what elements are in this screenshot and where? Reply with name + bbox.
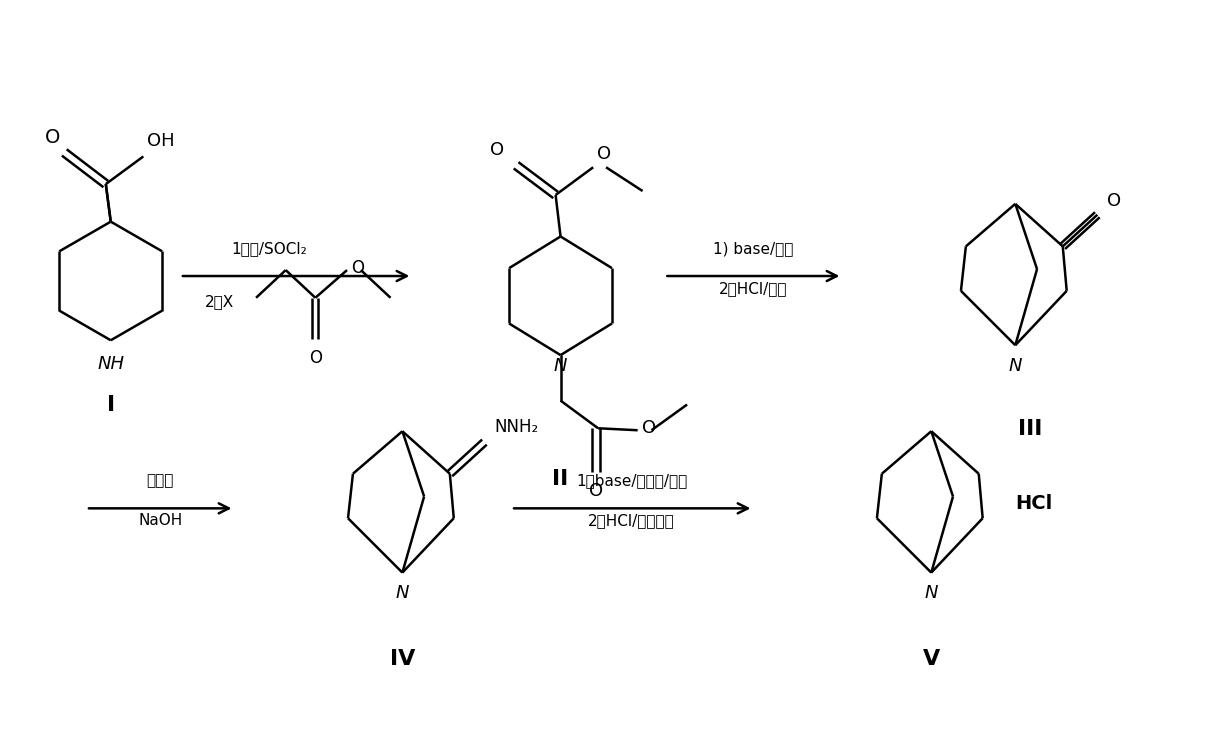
Text: O: O (350, 259, 364, 277)
Text: IV: IV (389, 649, 415, 669)
Text: 2）X: 2）X (204, 293, 234, 309)
Text: O: O (589, 482, 604, 499)
Text: 水合肼: 水合肼 (146, 474, 174, 488)
Text: 2）HCl/乙酸乙酯: 2）HCl/乙酸乙酯 (588, 513, 675, 529)
Text: O: O (490, 142, 504, 159)
Text: O: O (598, 145, 611, 164)
Text: I: I (107, 394, 114, 415)
Text: 1) base/回流: 1) base/回流 (713, 241, 793, 256)
Text: II: II (553, 469, 568, 488)
Text: O: O (1107, 192, 1121, 210)
Text: O: O (45, 128, 60, 147)
Text: N: N (925, 585, 938, 602)
Text: 1）醇/SOCl₂: 1）醇/SOCl₂ (231, 241, 307, 256)
Text: NNH₂: NNH₂ (494, 418, 539, 437)
Text: NH: NH (97, 355, 124, 373)
Text: NaOH: NaOH (138, 513, 183, 529)
Text: HCl: HCl (1015, 494, 1053, 513)
Text: 1）base/乙二醇/加热: 1）base/乙二醇/加热 (576, 474, 688, 488)
Text: O: O (641, 419, 656, 437)
Text: III: III (1017, 419, 1042, 439)
Text: N: N (1009, 357, 1022, 375)
Text: OH: OH (147, 132, 175, 150)
Text: N: N (396, 585, 409, 602)
Text: N: N (554, 357, 567, 375)
Text: O: O (309, 349, 321, 367)
Text: V: V (922, 649, 940, 669)
Text: 2）HCl/脱羧: 2）HCl/脱羧 (719, 281, 787, 296)
